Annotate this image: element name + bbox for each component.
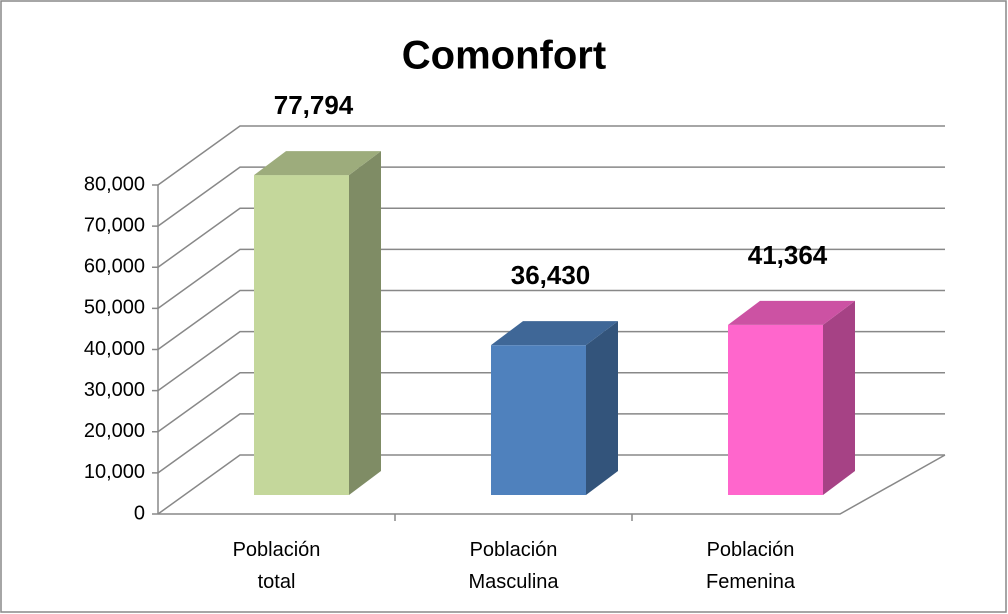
- bar-top: [254, 151, 381, 176]
- y-tick-label: 50,000: [84, 297, 145, 319]
- grid-line: [157, 207, 945, 268]
- bar-side: [823, 300, 855, 495]
- grid-line: [157, 330, 945, 392]
- data-label: 36,430: [511, 260, 591, 290]
- grid-line: [157, 248, 945, 309]
- x-tick-label: Población Femenina: [706, 539, 796, 593]
- y-tick-label: 0: [134, 502, 145, 524]
- y-tick-label: 70,000: [84, 214, 145, 236]
- grid-line: [157, 454, 945, 515]
- bar-front: [491, 345, 586, 495]
- y-tick-label: 60,000: [84, 256, 145, 278]
- y-tick-label: 10,000: [84, 461, 145, 483]
- data-label: 41,364: [748, 240, 828, 270]
- grid-line: [157, 166, 945, 227]
- y-tick-label: 40,000: [84, 338, 145, 360]
- data-label: 77,794: [274, 90, 354, 120]
- bar-top: [491, 321, 618, 346]
- bar-front: [728, 324, 823, 495]
- chart-title: Comonfort: [402, 34, 606, 78]
- y-tick-label: 30,000: [84, 379, 145, 401]
- x-tick-label: Población Masculina: [468, 539, 559, 593]
- grid-line: [157, 289, 945, 351]
- grid-line: [157, 372, 945, 433]
- x-tick-label: Población total: [233, 539, 321, 593]
- floor-edge: [158, 454, 946, 515]
- bar-front: [254, 175, 349, 495]
- bar-side: [586, 321, 618, 495]
- bar-side: [349, 151, 381, 495]
- bar-top: [728, 300, 855, 325]
- grid-line: [157, 125, 945, 186]
- grid-line: [157, 413, 945, 474]
- y-tick-label: 80,000: [84, 173, 145, 195]
- y-tick-label: 20,000: [84, 420, 145, 442]
